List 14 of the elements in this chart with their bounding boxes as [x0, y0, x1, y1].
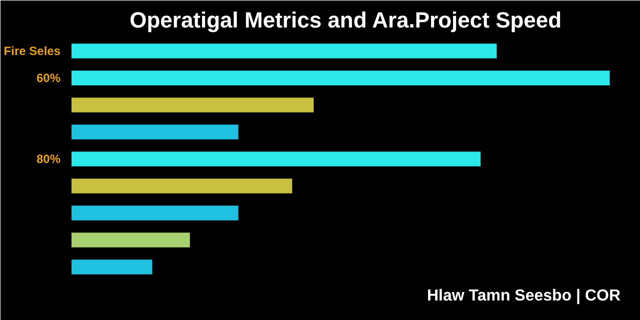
bar [72, 260, 152, 274]
bar [72, 152, 481, 166]
bar [72, 206, 238, 220]
y-tick-label: 80% [36, 152, 61, 166]
bar [72, 232, 190, 248]
y-tick-label: 60% [36, 71, 61, 85]
y-tick-label: Fire Seles [4, 44, 61, 58]
bar [72, 70, 610, 86]
chart-title: Operatigal Metrics and Ara.Project Speed [130, 8, 562, 32]
text: Hlaw Tamn Seesbo | COR [426, 288, 621, 304]
bar [72, 124, 238, 140]
bar [72, 44, 497, 58]
bar [72, 178, 292, 194]
bar [72, 98, 314, 112]
